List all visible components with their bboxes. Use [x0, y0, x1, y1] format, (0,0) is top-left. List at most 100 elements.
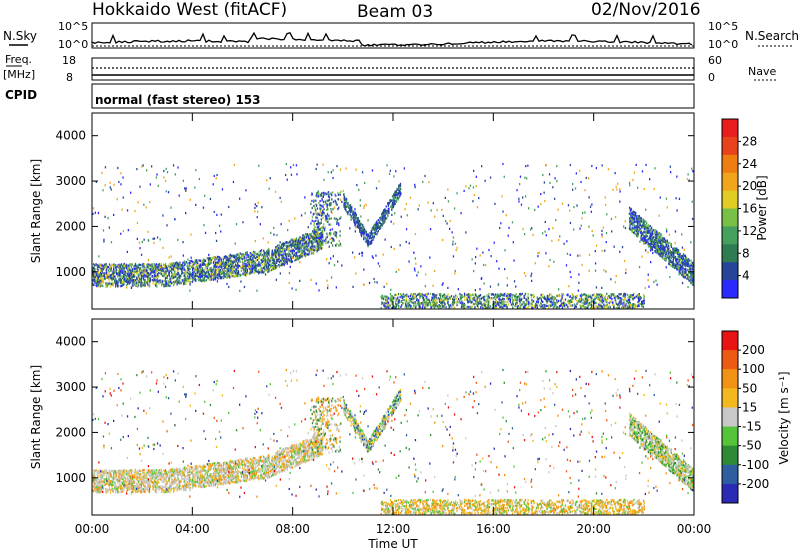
- power-cell: [307, 249, 309, 252]
- power-cell: [118, 273, 120, 276]
- power-cell: [285, 260, 287, 263]
- power-cell: [157, 280, 159, 283]
- power-cell: [397, 192, 400, 195]
- nave-label: Nave: [748, 65, 776, 78]
- power-cell: [244, 268, 246, 271]
- power-cell: [454, 306, 456, 309]
- power-cell: [468, 295, 470, 298]
- power-cell: [623, 301, 625, 304]
- power-cell: [143, 265, 145, 268]
- power-cell: [158, 275, 160, 278]
- power-cell: [120, 268, 123, 271]
- power-cell: [276, 260, 278, 263]
- power-cell: [278, 265, 281, 269]
- power-cell: [218, 274, 220, 277]
- power-cell: [519, 293, 521, 296]
- power-cell: [305, 234, 308, 237]
- power-cell: [211, 257, 214, 261]
- power-cell: [324, 229, 326, 232]
- power-cell: [236, 266, 238, 269]
- power-cell: [139, 263, 141, 266]
- power-cell: [371, 231, 373, 234]
- power-cell: [251, 253, 254, 257]
- power-cell: [207, 257, 210, 260]
- power-cell: [186, 269, 188, 272]
- power-cell: [242, 258, 244, 261]
- freq-label: Freq.: [5, 53, 32, 66]
- power-cell: [194, 269, 196, 272]
- power-cell: [307, 244, 310, 247]
- power-cell: [291, 244, 294, 247]
- power-cell: [305, 246, 307, 249]
- power-cell: [344, 208, 346, 211]
- power-cell: [252, 260, 254, 263]
- power-cell: [423, 294, 425, 297]
- freq-tick-low: 8: [66, 71, 73, 84]
- power-cell: [311, 206, 313, 209]
- power-cell: [120, 278, 122, 282]
- power-cell: [197, 262, 199, 265]
- power-cell: [125, 267, 128, 270]
- power-cell: [563, 304, 565, 307]
- power-cell: [567, 305, 569, 308]
- power-cell: [293, 256, 295, 259]
- power-cell: [596, 294, 598, 297]
- power-cell: [197, 275, 200, 278]
- power-cell: [376, 220, 378, 223]
- power-cell: [615, 295, 617, 298]
- power-cell: [310, 211, 312, 214]
- power-cell: [168, 282, 170, 285]
- power-cell: [145, 269, 147, 272]
- power-cell: [317, 220, 319, 223]
- power-cell: [299, 249, 301, 252]
- power-cell: [105, 272, 108, 275]
- power-cell: [105, 276, 107, 279]
- power-cell: [312, 230, 314, 233]
- power-cell: [313, 236, 316, 240]
- power-cell: [172, 267, 174, 270]
- power-cell: [113, 263, 115, 266]
- power-cell: [181, 272, 183, 275]
- power-cell: [330, 201, 333, 205]
- power-cell: [559, 295, 561, 298]
- power-cell: [311, 242, 314, 245]
- power-cell: [155, 280, 157, 284]
- power-cell: [591, 306, 594, 309]
- power-cell: [317, 246, 319, 249]
- nave-tick-low: 0: [708, 71, 715, 84]
- power-cell: [193, 263, 195, 266]
- power-cell: [296, 243, 298, 246]
- power-cell: [292, 242, 294, 245]
- power-cell: [319, 200, 321, 203]
- power-cell: [305, 242, 307, 245]
- power-cell: [172, 265, 175, 268]
- power-cell: [123, 264, 125, 267]
- power-cell: [97, 277, 99, 280]
- power-cell: [258, 270, 260, 274]
- power-cell: [281, 250, 283, 253]
- power-cell: [149, 273, 151, 276]
- power-cell: [193, 261, 196, 264]
- power-cell: [207, 275, 209, 278]
- power-cell: [263, 255, 265, 258]
- power-cell: [159, 281, 161, 284]
- power-cell: [348, 204, 351, 207]
- power-cell: [522, 306, 525, 309]
- power-cell: [244, 270, 246, 273]
- power-cell: [104, 265, 106, 268]
- power-cell: [173, 280, 175, 284]
- power-cell: [323, 208, 325, 211]
- power-cell: [92, 266, 94, 269]
- power-cell: [382, 212, 384, 215]
- power-cell: [557, 294, 559, 297]
- power-cell: [336, 222, 338, 225]
- power-cell: [588, 299, 590, 302]
- power-cell: [496, 302, 498, 305]
- power-cell: [313, 204, 315, 207]
- power-cell: [317, 220, 319, 223]
- power-cell: [332, 208, 334, 211]
- power-cell: [585, 298, 587, 302]
- power-cell: [512, 299, 515, 302]
- power-cell: [279, 264, 281, 267]
- power-cell: [136, 277, 138, 280]
